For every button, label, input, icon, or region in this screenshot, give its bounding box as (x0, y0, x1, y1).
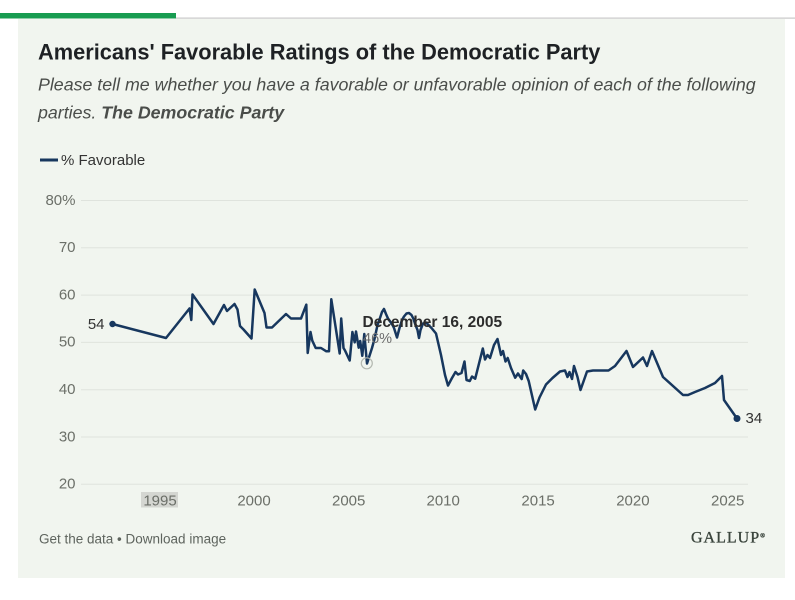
svg-text:December 16, 2005: December 16, 2005 (363, 314, 503, 331)
svg-text:2020: 2020 (616, 493, 649, 510)
svg-text:1995: 1995 (143, 493, 176, 510)
svg-text:Americans' Favorable Ratings o: Americans' Favorable Ratings of the Demo… (38, 39, 600, 64)
svg-text:30: 30 (59, 428, 76, 445)
svg-text:2000: 2000 (237, 493, 270, 510)
svg-text:40: 40 (59, 381, 76, 398)
svg-text:60: 60 (59, 286, 76, 303)
svg-text:2025: 2025 (711, 493, 744, 510)
svg-text:46%: 46% (363, 331, 392, 347)
svg-text:50: 50 (59, 334, 76, 351)
svg-text:GALLUP®: GALLUP® (691, 530, 766, 547)
svg-text:parties. The Democratic Party: parties. The Democratic Party (37, 102, 285, 122)
svg-text:80%: 80% (45, 192, 75, 209)
svg-text:% Favorable: % Favorable (61, 152, 145, 169)
svg-text:2015: 2015 (521, 493, 554, 510)
svg-text:70: 70 (59, 239, 76, 256)
svg-text:2005: 2005 (332, 493, 365, 510)
svg-text:2010: 2010 (427, 493, 460, 510)
svg-text:Get the data • Download image: Get the data • Download image (39, 531, 226, 546)
svg-text:20: 20 (59, 476, 76, 493)
svg-text:Please tell me whether you hav: Please tell me whether you have a favora… (38, 75, 756, 95)
svg-text:54: 54 (88, 316, 105, 333)
svg-text:34: 34 (746, 410, 763, 427)
